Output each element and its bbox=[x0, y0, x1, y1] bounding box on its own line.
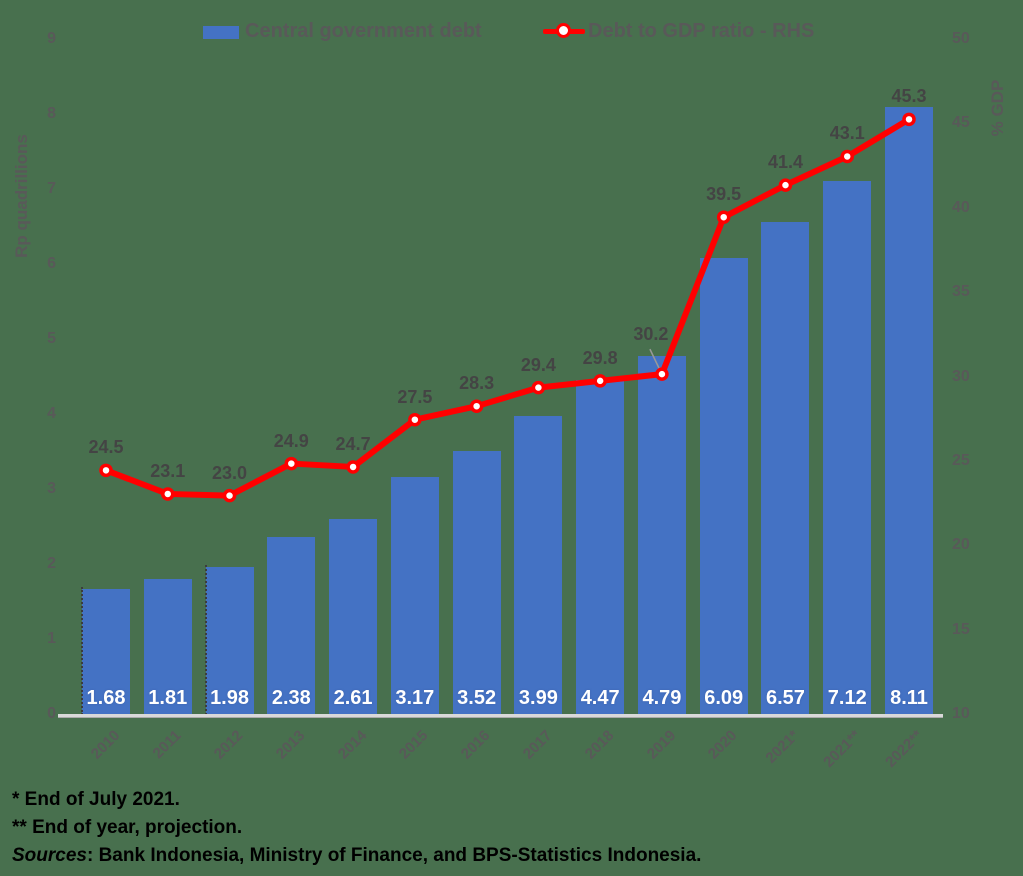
left-axis-tick: 5 bbox=[47, 330, 56, 347]
line-value-label: 28.3 bbox=[459, 373, 495, 394]
left-axis-tick: 8 bbox=[47, 105, 56, 122]
left-axis-tick: 6 bbox=[47, 255, 56, 272]
legend-line-marker-icon bbox=[556, 23, 571, 38]
line-marker-icon bbox=[222, 488, 237, 503]
line-value-label: 43.1 bbox=[829, 123, 865, 144]
right-axis-tick: 10 bbox=[952, 705, 970, 722]
line-marker-icon bbox=[346, 460, 360, 474]
right-axis-tick: 35 bbox=[952, 283, 970, 301]
bar-value-label: 3.17 bbox=[395, 687, 435, 709]
bar bbox=[576, 379, 625, 715]
line-value-label: 24.9 bbox=[273, 430, 309, 451]
line-marker-icon bbox=[161, 487, 175, 501]
legend-line-label: Debt to GDP ratio - RHS bbox=[588, 20, 815, 42]
right-axis-tick: 15 bbox=[952, 620, 970, 638]
bar bbox=[823, 181, 872, 715]
footnote-sources: Sources: Bank Indonesia, Ministry of Fin… bbox=[12, 845, 702, 866]
bar-value-label: 3.52 bbox=[457, 687, 497, 709]
bar bbox=[514, 415, 563, 715]
bar bbox=[267, 536, 316, 715]
right-axis-tick: 40 bbox=[952, 198, 970, 216]
left-axis-tick: 2 bbox=[47, 555, 56, 572]
bar bbox=[452, 451, 501, 715]
bar-value-label: 8.11 bbox=[890, 687, 928, 709]
line-marker-icon bbox=[408, 412, 422, 427]
bar bbox=[329, 519, 378, 715]
footnotes: * End of July 2021. ** End of year, proj… bbox=[12, 786, 701, 870]
line-marker-icon bbox=[284, 456, 299, 471]
left-axis-tick: 7 bbox=[47, 180, 56, 197]
line-marker-icon bbox=[902, 112, 916, 127]
line-marker-icon bbox=[99, 463, 113, 478]
line-value-label: 39.5 bbox=[706, 184, 742, 205]
bar bbox=[761, 222, 810, 715]
bar-value-label: 1.81 bbox=[148, 687, 188, 709]
line-value-label: 45.3 bbox=[891, 86, 927, 107]
legend-bar-label: Central government debt bbox=[245, 20, 482, 42]
footnote-2: ** End of year, projection. bbox=[12, 817, 243, 838]
line-marker-icon bbox=[469, 399, 484, 413]
bar-value-label: 2.61 bbox=[333, 687, 373, 709]
bar-value-label: 1.68 bbox=[86, 687, 126, 709]
left-axis-tick: 9 bbox=[47, 30, 56, 47]
line-value-label: 24.5 bbox=[88, 437, 124, 458]
bar-guide-dotted-line bbox=[204, 564, 207, 715]
line-value-label: 29.8 bbox=[582, 347, 618, 368]
bar-value-label: 7.12 bbox=[827, 687, 867, 709]
line-marker-icon bbox=[778, 178, 793, 192]
line-marker-icon bbox=[716, 210, 731, 224]
line-value-label: 24.7 bbox=[335, 433, 371, 454]
bar bbox=[390, 477, 439, 715]
bar-value-label: 4.79 bbox=[642, 687, 682, 709]
bar bbox=[885, 106, 933, 715]
legend-bar-swatch bbox=[203, 26, 239, 39]
bar-value-label: 4.47 bbox=[580, 687, 620, 709]
right-axis-tick: 25 bbox=[952, 451, 970, 469]
right-axis-tick: 20 bbox=[952, 536, 970, 554]
line-marker-icon bbox=[655, 367, 669, 381]
left-axis-tick: 3 bbox=[47, 480, 56, 497]
label-leader-line bbox=[649, 348, 662, 372]
bar-guide-dotted-line bbox=[81, 587, 83, 715]
bar-value-label: 1.98 bbox=[210, 687, 249, 709]
line-value-label: 23.0 bbox=[212, 462, 248, 483]
bar bbox=[637, 355, 686, 715]
right-axis-tick: 45 bbox=[952, 114, 970, 132]
bar bbox=[699, 258, 748, 715]
line-value-label: 23.1 bbox=[150, 460, 186, 481]
x-axis-line bbox=[58, 714, 943, 718]
line-value-label: 29.4 bbox=[520, 354, 556, 375]
bar bbox=[143, 579, 192, 715]
right-axis-tick: 30 bbox=[952, 367, 970, 385]
line-marker-icon bbox=[840, 149, 854, 164]
bar bbox=[82, 589, 130, 715]
left-axis-tick: 0 bbox=[47, 705, 56, 722]
line-marker-icon bbox=[531, 380, 546, 395]
debt-to-gdp-line bbox=[103, 116, 913, 499]
bar-value-label: 2.38 bbox=[271, 687, 311, 709]
bar-value-label: 6.09 bbox=[704, 687, 744, 709]
left-axis-tick: 1 bbox=[47, 630, 56, 647]
bar-value-label: 6.57 bbox=[766, 687, 805, 709]
bar-value-label: 3.99 bbox=[518, 687, 558, 709]
bar bbox=[205, 566, 254, 715]
line-value-label: 41.4 bbox=[767, 152, 803, 173]
line-marker-icon bbox=[593, 374, 607, 388]
right-axis-tick: 50 bbox=[952, 30, 970, 47]
line-value-label: 30.2 bbox=[633, 324, 669, 345]
footnote-1: * End of July 2021. bbox=[12, 789, 180, 810]
left-axis-tick: 4 bbox=[47, 405, 56, 422]
line-value-label: 27.5 bbox=[397, 386, 433, 407]
